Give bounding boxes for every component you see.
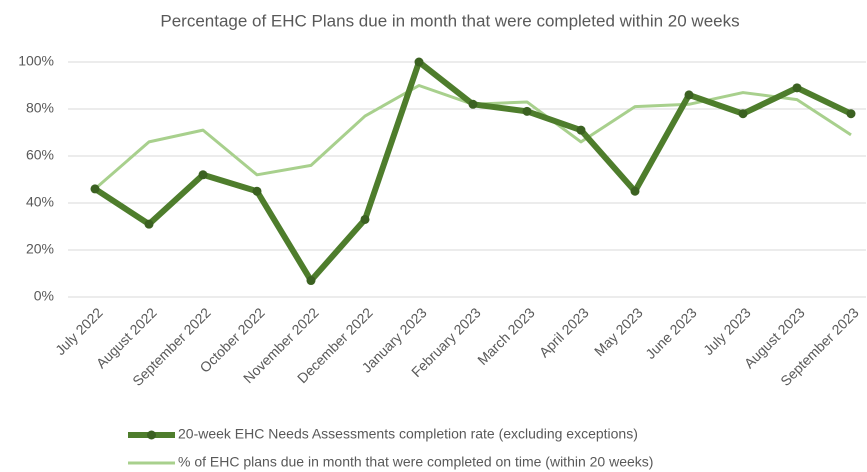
point-marker	[684, 90, 694, 100]
x-tick-label: July 2022	[52, 304, 106, 358]
point-marker	[414, 57, 424, 67]
point-marker	[630, 186, 640, 196]
point-marker	[306, 276, 316, 286]
x-tick-label: March 2023	[474, 304, 538, 368]
legend-label: % of EHC plans due in month that were co…	[178, 454, 653, 470]
point-marker	[252, 186, 262, 196]
y-tick-label: 0%	[34, 288, 54, 304]
chart-title: Percentage of EHC Plans due in month tha…	[160, 11, 739, 30]
y-tick-label: 60%	[26, 147, 54, 163]
x-tick-label: June 2023	[642, 304, 700, 362]
point-marker	[90, 184, 100, 194]
y-tick-label: 80%	[26, 100, 54, 116]
point-marker	[576, 125, 586, 135]
x-tick-label: July 2023	[700, 304, 754, 358]
point-marker	[198, 170, 208, 180]
point-marker	[468, 99, 478, 109]
point-marker	[522, 106, 532, 116]
point-marker	[144, 219, 154, 229]
point-marker	[846, 109, 856, 119]
legend-marker	[147, 430, 156, 440]
y-tick-label: 40%	[26, 194, 54, 210]
x-tick-label: April 2023	[536, 304, 592, 360]
point-marker	[738, 109, 748, 119]
y-tick-label: 100%	[18, 53, 54, 69]
y-tick-label: 20%	[26, 241, 54, 257]
legend-label: 20-week EHC Needs Assessments completion…	[178, 426, 638, 442]
x-tick-label: May 2023	[591, 304, 646, 359]
point-marker	[792, 83, 802, 93]
point-marker	[360, 214, 370, 224]
